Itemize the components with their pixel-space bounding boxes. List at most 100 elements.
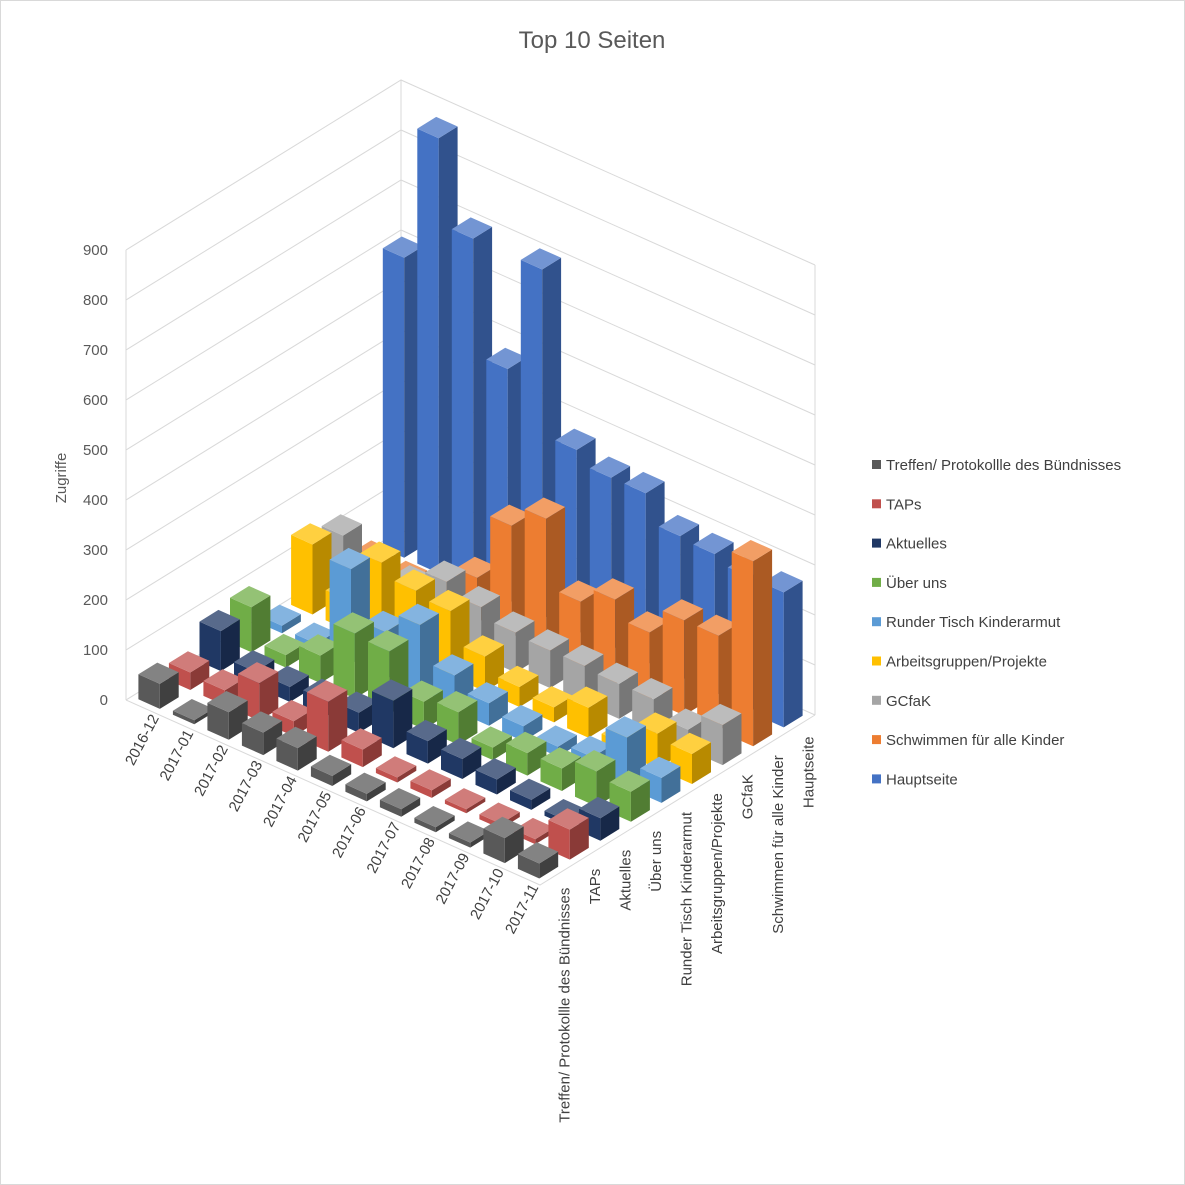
bar-top-face [429, 589, 470, 612]
bar [241, 711, 283, 756]
y-axis-title: Zugriffe [53, 453, 70, 504]
bar-top-face [693, 532, 734, 554]
bar-top-face [479, 802, 520, 824]
x-tick-label: 2017-02 [191, 742, 232, 799]
bar-front-face [414, 817, 436, 833]
bar-top-face [597, 662, 638, 684]
bar-front-face [502, 716, 524, 742]
bar-side-face [753, 549, 773, 747]
bar-side-face [630, 780, 650, 822]
bar-top-face [697, 614, 738, 636]
bar-front-face [517, 853, 540, 879]
bar-top-face [345, 772, 386, 794]
z-tick-label: Hauptseite [801, 736, 818, 808]
bar-top-face [382, 236, 424, 258]
bar [510, 778, 551, 810]
bar-side-face [159, 672, 179, 709]
bar-top-face [701, 703, 742, 726]
bar-front-face [406, 731, 428, 764]
bar [379, 788, 421, 817]
bar-front-face [379, 799, 402, 817]
bar-top-face [329, 547, 370, 570]
bar-top-face [341, 728, 382, 750]
bar-front-face [276, 738, 298, 771]
bar-side-face [527, 741, 547, 776]
z-tick-label: GCfaK [740, 774, 757, 819]
bar-top-face [662, 599, 704, 621]
bar-top-face [532, 686, 573, 708]
y-tick-label: 300 [83, 542, 108, 559]
bar-side-face [531, 788, 551, 810]
bar-front-face [448, 833, 471, 848]
bar [609, 770, 650, 822]
bar-top-face [506, 731, 547, 754]
bar-top-face [364, 610, 405, 633]
bar [471, 726, 512, 761]
bar-front-face [417, 128, 439, 574]
bar-side-face [458, 700, 478, 745]
bar-top-face [203, 669, 244, 691]
bar-front-face [199, 621, 221, 672]
bar-side-face [539, 851, 559, 879]
bar-top-face [333, 612, 374, 634]
bar-top-face [463, 635, 504, 657]
bar [375, 756, 417, 783]
bar-top-face [494, 611, 535, 633]
bar-side-face [588, 696, 608, 738]
bar [172, 699, 214, 725]
bar-front-face [731, 551, 754, 747]
z-tick-label: Arbeitsgruppen/Projekte [709, 793, 726, 954]
z-tick-label: Runder Tisch Kinderarmut [679, 811, 696, 986]
legend-item: Schwimmen für alle Kinder [872, 732, 1064, 749]
bar-top-face [433, 654, 474, 676]
x-tick-label: 2017-09 [432, 850, 473, 907]
x-tick-label: 2017-06 [329, 804, 370, 861]
legend-item: Aktuelles [872, 536, 947, 553]
bar [441, 737, 482, 779]
bar-side-face [569, 817, 589, 860]
bar-top-face [459, 586, 500, 608]
bar-top-face [544, 799, 585, 821]
bar-top-face [666, 708, 707, 730]
legend-item: Arbeitsgruppen/Projekte [872, 654, 1047, 671]
bar [276, 726, 317, 771]
bar-top-face [498, 665, 539, 687]
bar-top-face [264, 633, 305, 656]
bar-top-face [295, 622, 336, 644]
bar-top-face [207, 691, 248, 713]
bar-front-face [540, 758, 562, 791]
legend-swatch [872, 774, 881, 784]
bar-top-face [402, 680, 443, 702]
bar [333, 612, 374, 699]
legend-swatch [872, 617, 881, 627]
bar-top-face [731, 540, 773, 562]
bar-top-face [375, 756, 417, 778]
bar-top-face [486, 347, 527, 369]
bar-top-face [483, 816, 524, 839]
chart-title: Top 10 Seiten [519, 27, 666, 54]
bar [451, 217, 493, 589]
floor-edge [125, 699, 816, 886]
bar-top-face [368, 630, 409, 652]
bar-top-face [451, 217, 493, 239]
bar-top-face [528, 629, 569, 651]
bar-top-face [762, 571, 803, 593]
bar-front-face [548, 820, 570, 860]
x-tick-label: 2017-05 [294, 789, 335, 846]
z-tick-label: Über uns [647, 831, 665, 892]
bar [406, 719, 447, 764]
bar-front-face [524, 509, 547, 654]
y-tick-label: 0 [100, 692, 108, 709]
legend-swatch [872, 735, 881, 745]
bar-side-face [401, 797, 421, 817]
x-tick-label: 2017-08 [398, 835, 439, 892]
bar-top-face [417, 116, 458, 139]
bar [402, 680, 443, 730]
bar-top-face [455, 556, 497, 578]
bar-top-face [559, 580, 600, 602]
bar-front-face [475, 769, 497, 795]
bar [731, 540, 773, 747]
y-tick-label: 900 [83, 242, 108, 259]
bar-front-face [138, 674, 160, 709]
